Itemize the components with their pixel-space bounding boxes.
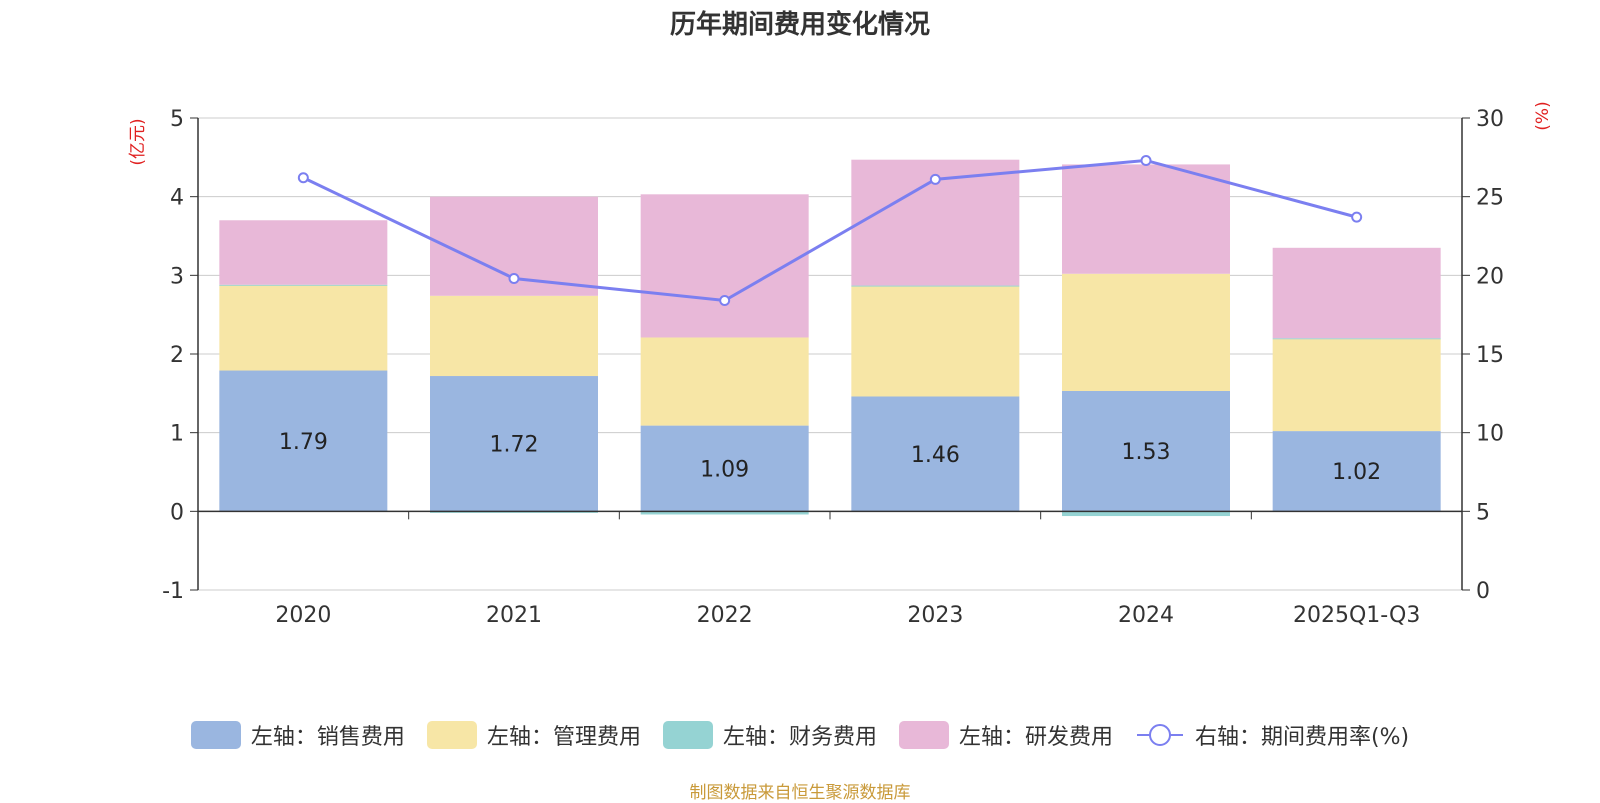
legend-swatch-finance (662, 721, 713, 749)
legend-item-rd[interactable]: 左轴：研发费用 (898, 719, 1113, 751)
bar-data-label: 1.09 (700, 457, 749, 482)
x-tick-label: 2021 (486, 603, 542, 628)
y-right-tick-label: 30 (1476, 107, 1504, 132)
expense-rate-point (719, 295, 731, 307)
bar-segment (1062, 273, 1230, 391)
y-right-axis-label: (%) (1533, 101, 1553, 130)
legend-item-finance[interactable]: 左轴：财务费用 (662, 719, 877, 751)
bar-segment (219, 220, 388, 285)
legend-swatch-admin (426, 721, 477, 749)
legend-label-rd: 左轴：研发费用 (958, 725, 1113, 750)
bar-data-label: 1.72 (490, 433, 539, 458)
legend-swatch-rd (898, 721, 949, 749)
bar-segment (851, 285, 1020, 287)
source-note: 制图数据来自恒生聚源数据库 (689, 783, 911, 803)
legend-label-admin: 左轴：管理费用 (486, 725, 641, 750)
expense-rate-point (1351, 211, 1363, 223)
bar-data-label: 1.02 (1332, 460, 1381, 485)
bar-segment (640, 511, 809, 515)
bar-segment (219, 370, 388, 512)
expense-rate-line (302, 158, 1358, 303)
bar-segment (1062, 164, 1230, 274)
x-tick-label: 2020 (275, 603, 331, 628)
legend-label-sales: 左轴：销售费用 (250, 725, 405, 750)
y-left-tick-label: 3 (170, 264, 184, 289)
legend-item-admin[interactable]: 左轴：管理费用 (426, 719, 641, 751)
x-tick-label: 2023 (907, 603, 963, 628)
legend-item-expense-rate[interactable]: 右轴：期间费用率(%) (1135, 719, 1409, 751)
y-left-axis-label: (亿元) (128, 118, 148, 165)
expense-rate-point (929, 173, 941, 185)
bar-segment (1062, 511, 1230, 517)
bar-segment (430, 511, 598, 513)
bar-segment (1272, 247, 1441, 339)
bar-segment (640, 337, 809, 426)
y-right-tick-label: 5 (1476, 500, 1490, 525)
legend-label-expense-rate: 右轴：期间费用率(%) (1194, 725, 1410, 750)
bar-segment (1062, 390, 1230, 512)
bar-segment (430, 376, 598, 512)
bar-segment (640, 425, 809, 512)
y-right-tick-label: 15 (1476, 343, 1504, 368)
y-left-tick-label: 0 (170, 500, 184, 525)
bar-segment (1272, 338, 1441, 340)
y-right-tick-label: 10 (1476, 422, 1504, 447)
x-tick-label: 2024 (1118, 603, 1174, 628)
bar-data-label: 1.46 (911, 443, 960, 468)
legend: 左轴：销售费用 左轴：管理费用 左轴：财务费用 左轴：研发费用 右轴：期间费用率… (0, 720, 1600, 750)
chart-title: 历年期间费用变化情况 (669, 10, 930, 40)
legend-line-marker-icon (1136, 724, 1183, 746)
bar-segment (851, 286, 1020, 397)
bar-data-label: 1.79 (279, 430, 328, 455)
bar-segment (851, 396, 1020, 512)
y-right-tick-label: 25 (1476, 186, 1504, 211)
bar-data-label: 1.53 (1122, 440, 1171, 465)
bar-segment (219, 284, 388, 286)
bar-segment (430, 295, 598, 377)
y-left-tick-label: 1 (170, 422, 184, 447)
bar-segment (1272, 431, 1441, 512)
x-tick-label: 2022 (697, 603, 753, 628)
bar-segment (219, 285, 388, 371)
expense-rate-point (508, 272, 520, 284)
y-right-tick-label: 0 (1476, 579, 1490, 604)
legend-swatch-sales (190, 721, 241, 749)
y-left-tick-label: -1 (162, 579, 184, 604)
legend-label-finance: 左轴：财务费用 (722, 725, 877, 750)
y-left-tick-label: 5 (170, 107, 184, 132)
legend-item-sales[interactable]: 左轴：销售费用 (190, 719, 405, 751)
expense-rate-point (1140, 154, 1152, 166)
chart-canvas: -1 0 1 2 3 4 5 0 5 10 15 20 25 30 1.79 1.72 1.09 1.46 1.53… (128, 101, 1553, 628)
bar-segment (640, 194, 809, 338)
y-left-tick-label: 4 (170, 186, 184, 211)
y-left-tick-label: 2 (170, 343, 184, 368)
bar-segment (1272, 339, 1441, 432)
expense-rate-point (297, 172, 309, 184)
x-tick-label: 2025Q1-Q3 (1293, 603, 1420, 628)
y-right-tick-label: 20 (1476, 264, 1504, 289)
